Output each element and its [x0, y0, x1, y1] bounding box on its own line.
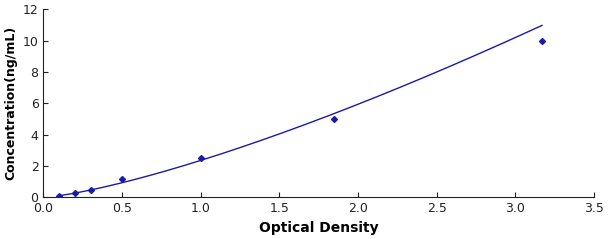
Y-axis label: Concentration(ng/mL): Concentration(ng/mL) — [4, 26, 17, 180]
X-axis label: Optical Density: Optical Density — [259, 221, 379, 235]
